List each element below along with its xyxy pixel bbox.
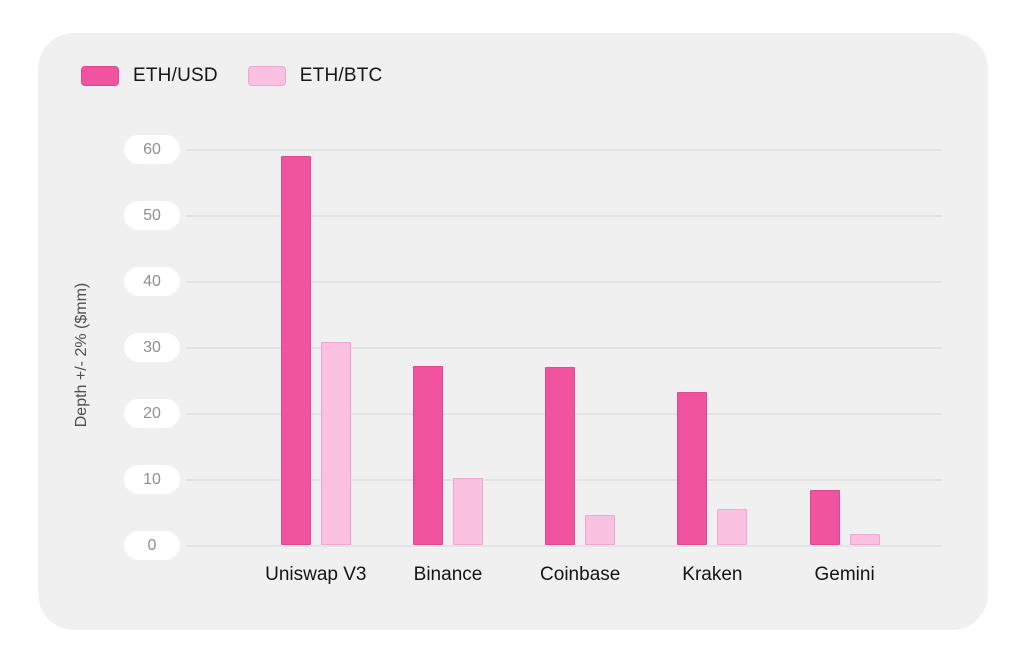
- bar-eth-btc-kraken: [717, 509, 748, 546]
- gridline-60: [186, 148, 942, 151]
- y-tick-label-20: 20: [124, 399, 180, 429]
- chart-card: ETH/USD ETH/BTC Depth +/- 2% ($mm) 0 10 20…: [38, 33, 988, 630]
- y-tick-label-40: 40: [124, 267, 180, 297]
- plot-area: 0 10 20 30 40 50 60 Uniswap V3 Binance Coinbase Kr…: [38, 33, 988, 630]
- x-axis-label-coinbase: Coinbase: [540, 564, 621, 585]
- bar-eth-usd-kraken: [677, 391, 708, 546]
- x-axis-label-gemini: Gemini: [814, 564, 875, 585]
- bar-eth-btc-uniswap-v3: [320, 341, 351, 546]
- bar-eth-btc-gemini: [849, 534, 880, 546]
- y-tick-label-30: 30: [124, 333, 180, 363]
- legend-item-eth-btc: ETH/BTC: [247, 65, 383, 87]
- bar-eth-usd-coinbase: [545, 366, 576, 546]
- legend-item-eth-usd: ETH/USD: [81, 65, 218, 87]
- y-tick-label-60: 60: [124, 135, 180, 165]
- gridline-30: [186, 346, 942, 349]
- y-tick-label-10: 10: [124, 465, 180, 495]
- x-axis-label-binance: Binance: [413, 564, 483, 585]
- legend-swatch-eth-usd: [81, 66, 119, 86]
- bar-eth-btc-coinbase: [585, 515, 616, 546]
- legend: ETH/USD ETH/BTC: [81, 65, 382, 87]
- gridline-50: [186, 214, 942, 217]
- legend-swatch-eth-btc: [247, 66, 286, 86]
- gridline-40: [186, 280, 942, 283]
- bar-eth-btc-binance: [453, 477, 483, 546]
- bar-eth-usd-gemini: [809, 490, 840, 546]
- x-axis-label-uniswap-v3: Uniswap V3: [265, 564, 367, 585]
- legend-label-eth-btc: ETH/BTC: [299, 65, 383, 86]
- gridline-0: [186, 544, 942, 547]
- y-tick-label-0: 0: [124, 531, 180, 560]
- bar-eth-usd-binance: [413, 365, 443, 546]
- y-tick-label-50: 50: [124, 201, 180, 231]
- x-axis-label-kraken: Kraken: [682, 564, 743, 585]
- bar-eth-usd-uniswap-v3: [280, 155, 311, 546]
- legend-label-eth-usd: ETH/USD: [133, 65, 218, 86]
